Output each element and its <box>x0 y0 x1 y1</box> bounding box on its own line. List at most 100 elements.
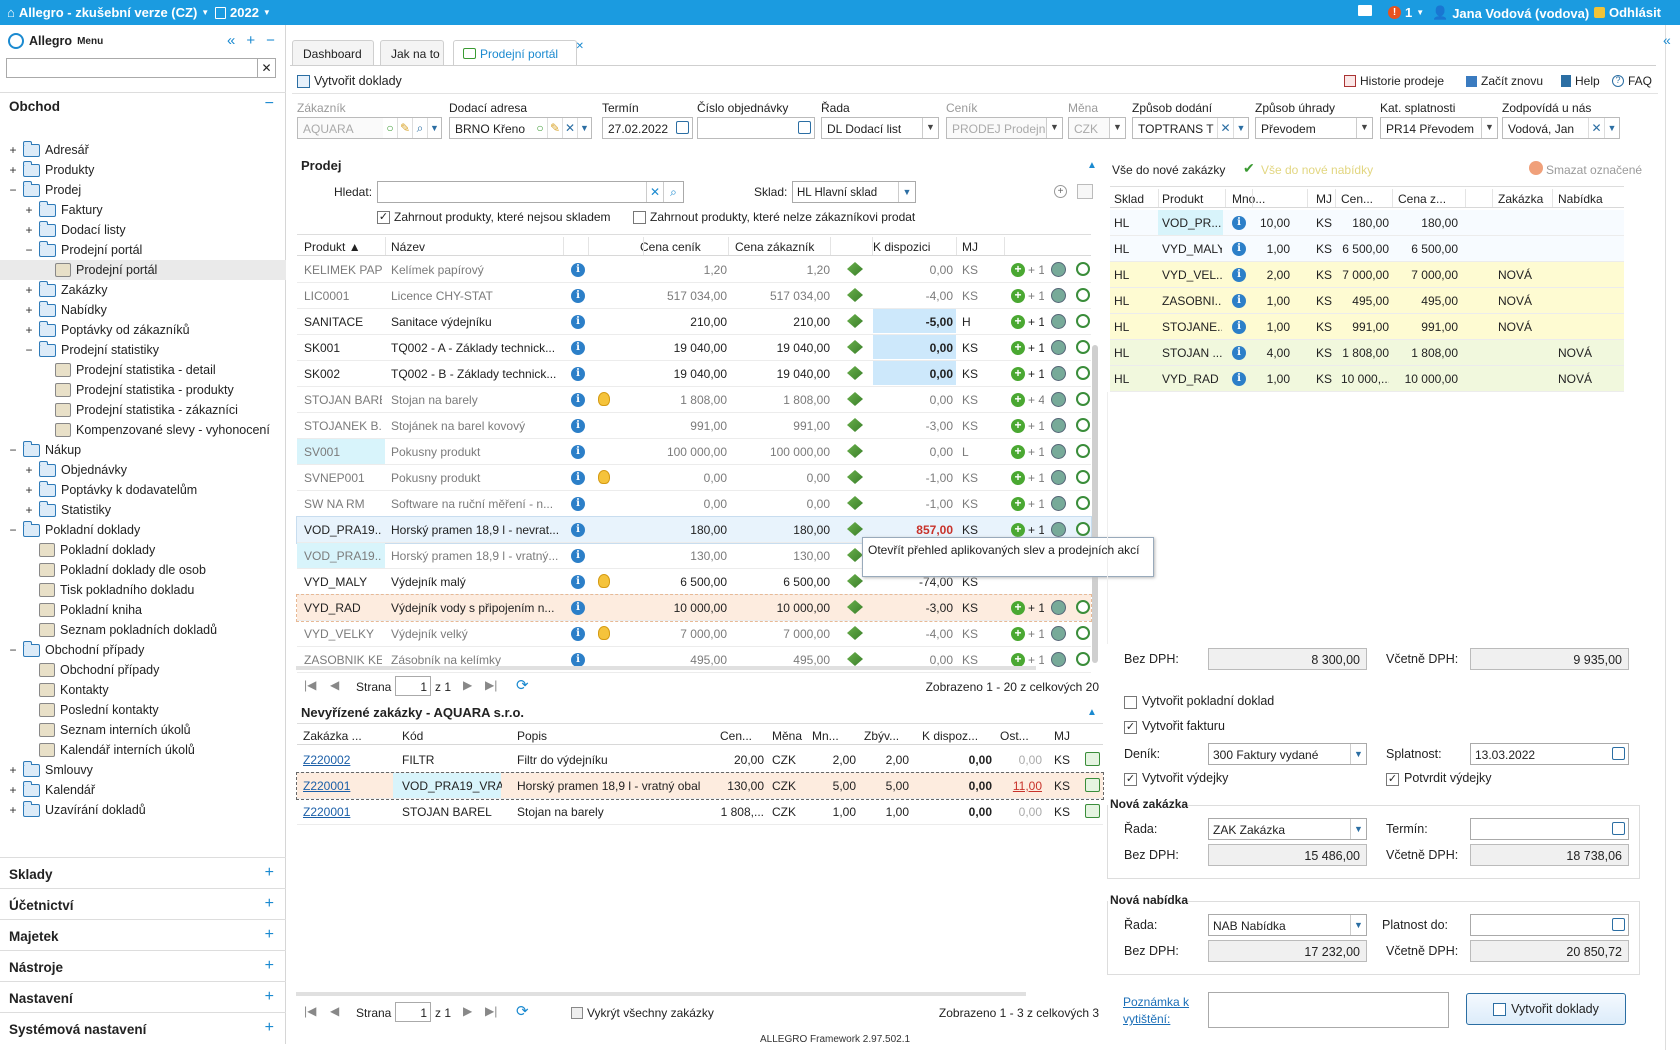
add-to-cart-icon[interactable]: + <box>1011 627 1025 641</box>
add-qty[interactable]: + 1 <box>1028 653 1044 667</box>
calendar-icon[interactable] <box>676 121 689 134</box>
expand-icon[interactable]: + <box>9 763 17 777</box>
sidebar-item[interactable]: Obchodní případy <box>24 660 159 680</box>
column-header[interactable]: MJ <box>962 240 978 254</box>
first-page-icon[interactable]: |◀ <box>304 678 317 692</box>
tab[interactable]: Dashboard <box>292 40 374 65</box>
add-icon[interactable]: + <box>246 32 256 49</box>
info-icon[interactable]: i <box>571 367 585 381</box>
cart-row[interactable]: HL STOJAN ... 4,00 KS 1 808,00 1 808,00 NOVÁ i <box>1110 340 1624 366</box>
collapse-icon[interactable]: « <box>227 32 236 49</box>
table-row[interactable]: SV001 Pokusny produkt 100 000,00 100 000,00… <box>297 439 1091 465</box>
chevron-down-icon[interactable]: ▼ <box>1350 819 1366 839</box>
cart-row[interactable]: HL ZASOBNI... 1,00 KS 495,00 495,00 NOVÁ i <box>1110 288 1624 314</box>
expand-section-icon[interactable]: + <box>264 864 274 881</box>
add-row-icon[interactable] <box>1085 778 1100 792</box>
add-to-cart-icon[interactable]: + <box>1011 601 1025 615</box>
lightbulb-icon[interactable] <box>598 574 610 588</box>
table-row[interactable]: ZASOBNIK KE... Zásobník na kelímky 495,00 4… <box>297 647 1091 673</box>
chevron-down-icon[interactable]: ▼ <box>922 118 938 138</box>
collapse-icon[interactable]: − <box>9 643 17 657</box>
cart-icon[interactable] <box>1051 366 1066 381</box>
field-input[interactable]: Vodová, Jan ✕ ▼ <box>1502 117 1620 139</box>
sidebar-item[interactable]: Pokladní doklady dle osob <box>24 560 206 580</box>
collapse-icon[interactable]: − <box>9 183 17 197</box>
calendar-icon[interactable] <box>1612 822 1625 835</box>
sidebar-item[interactable]: + Adresář <box>8 140 89 160</box>
clear-icon[interactable]: ✕ <box>257 59 275 77</box>
chevron-down-icon[interactable]: ▼ <box>1046 118 1062 138</box>
column-header[interactable]: Produkt <box>1162 192 1204 206</box>
add-to-cart-icon[interactable]: + <box>1011 523 1025 537</box>
expand-icon[interactable]: + <box>9 803 17 817</box>
add-qty[interactable]: + 1 <box>1028 627 1044 641</box>
field-input[interactable]: TOPTRANS T ✕ ▼ <box>1132 117 1249 139</box>
field-input[interactable]: DL Dodací list ▼ <box>821 117 939 139</box>
discount-icon[interactable] <box>847 366 863 380</box>
sidebar-item[interactable]: + Kalendář <box>8 780 95 800</box>
expand-icon[interactable]: + <box>25 323 33 337</box>
clear-search-icon[interactable]: ✕ <box>646 182 663 202</box>
calendar-icon[interactable] <box>1612 747 1625 760</box>
sidebar-item[interactable]: + Statistiky <box>24 500 111 520</box>
clock-icon[interactable] <box>1076 314 1090 328</box>
include-out-of-stock-checkbox[interactable]: ✓ <box>377 211 390 224</box>
sidebar-item[interactable]: Poslední kontakty <box>24 700 159 720</box>
table-row[interactable]: KELIMEK PAPIR Kelímek papírový 1,20 1,20 0,0… <box>297 257 1091 283</box>
clock-icon[interactable] <box>1076 522 1090 536</box>
tab[interactable]: Prodejní portál ✕ <box>453 40 584 66</box>
create-documents-toolbar-button[interactable]: Vytvořit doklady <box>297 74 402 88</box>
collapse-orders-icon[interactable]: ▲ <box>1087 707 1097 718</box>
clear-icon[interactable]: ✕ <box>1588 118 1604 138</box>
user-menu[interactable]: 👤Jana Vodová (vodova)▼ <box>1432 5 1601 21</box>
prev-page-icon[interactable]: ◀ <box>330 1004 340 1018</box>
discount-icon[interactable] <box>847 470 863 484</box>
add-to-cart-icon[interactable]: + <box>1011 471 1025 485</box>
sidebar-section[interactable]: Systémová nastavení + <box>0 1012 286 1042</box>
field-input[interactable]: 27.02.2022 <box>602 117 693 139</box>
clock-icon[interactable] <box>1076 340 1090 354</box>
table-row[interactable]: VYD_MALY Výdejník malý 6 500,00 6 500,00 -74… <box>297 569 1091 595</box>
first-page-icon[interactable]: |◀ <box>304 1004 317 1018</box>
column-header[interactable]: Zakázka <box>1498 192 1544 206</box>
clear-all-orders-button[interactable]: Vykrýt všechny zakázky <box>571 1006 714 1020</box>
search-icon[interactable]: ⌕ <box>663 182 683 202</box>
chevron-down-icon[interactable]: ▼ <box>1604 118 1619 138</box>
chevron-down-icon[interactable]: ▼ <box>898 182 915 202</box>
info-icon[interactable]: i <box>1232 242 1246 256</box>
collapse-section-icon[interactable]: − <box>264 95 274 112</box>
sidebar-item[interactable]: Prodejní portál <box>0 260 286 280</box>
sidebar-section[interactable]: Sklady + <box>0 857 286 887</box>
lightbulb-icon[interactable] <box>598 392 610 406</box>
table-row[interactable]: VOD_PRA19... Horský pramen 18,9 l - vratn… <box>297 543 1091 569</box>
column-header[interactable]: Zbýv... <box>864 729 900 743</box>
sidebar-item[interactable]: + Produkty <box>8 160 94 180</box>
faq-button[interactable]: ? FAQ <box>1612 74 1652 88</box>
discount-icon[interactable] <box>847 652 863 666</box>
expand-icon[interactable]: + <box>9 783 17 797</box>
clock-icon[interactable] <box>1076 288 1090 302</box>
discount-icon[interactable] <box>847 288 863 302</box>
add-to-cart-icon[interactable]: + <box>1011 497 1025 511</box>
sidebar-item[interactable]: Pokladní kniha <box>24 600 142 620</box>
collapse-prodej-icon[interactable]: ▲ <box>1087 160 1097 171</box>
cart-icon[interactable] <box>1051 392 1066 407</box>
refresh-icon[interactable]: ⟳ <box>516 677 529 694</box>
expand-section-icon[interactable]: + <box>264 926 274 943</box>
clock-icon[interactable] <box>1076 600 1090 614</box>
cart-row[interactable]: HL VYD_MALY 1,00 KS 6 500,00 6 500,00 i <box>1110 236 1624 262</box>
cart-icon[interactable] <box>1051 496 1066 511</box>
info-icon[interactable]: i <box>571 523 585 537</box>
lightbulb-icon[interactable] <box>598 470 610 484</box>
column-header[interactable]: Nabídka <box>1558 192 1603 206</box>
history-button[interactable]: Historie prodeje <box>1344 74 1444 88</box>
column-header[interactable]: K dispozici <box>873 240 931 254</box>
notifications[interactable]: ! 1 ▼ <box>1388 5 1424 20</box>
sidebar-item[interactable]: + Objednávky <box>24 460 127 480</box>
expand-icon[interactable]: + <box>25 463 33 477</box>
add-qty[interactable]: + 1 <box>1028 601 1044 615</box>
add-qty[interactable]: + 1 <box>1028 419 1044 433</box>
sidebar-item[interactable]: + Smlouvy <box>8 760 93 780</box>
column-header[interactable]: Název <box>391 240 426 254</box>
info-icon[interactable]: i <box>1232 320 1246 334</box>
